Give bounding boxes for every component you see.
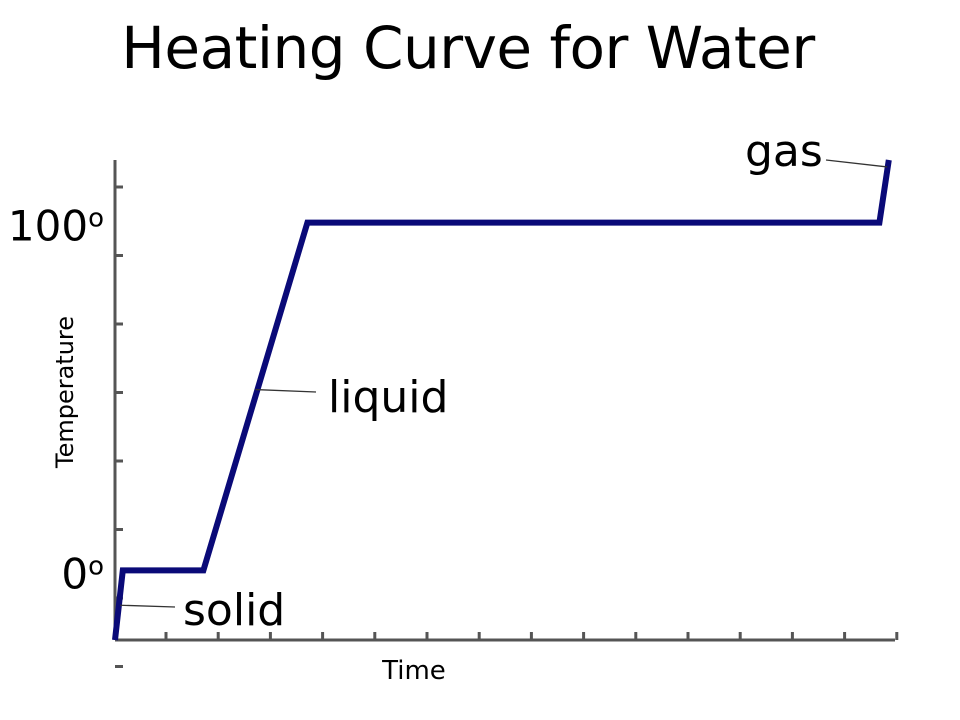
annotation-leader-solid bbox=[120, 604, 176, 608]
annotation-layer bbox=[120, 159, 888, 608]
annotation-leader-liquid bbox=[255, 388, 317, 393]
y-tick-label: 100o bbox=[8, 202, 104, 251]
annotation-liquid: liquid bbox=[328, 372, 448, 423]
annotation-solid: solid bbox=[183, 585, 285, 636]
annotation-gas: gas bbox=[745, 126, 823, 177]
y-tick-label: 0o bbox=[61, 549, 104, 598]
series-layer bbox=[112, 159, 892, 641]
y-axis-label: Temperature bbox=[51, 316, 79, 469]
x-axis-label: Time bbox=[381, 656, 446, 686]
heating-curve-line bbox=[112, 159, 892, 641]
axes bbox=[113, 160, 899, 668]
chart-title: Heating Curve for Water bbox=[121, 14, 815, 82]
label-layer: 100o 0o Temperature Time solid liquid gas bbox=[8, 126, 823, 686]
annotation-leader-gas bbox=[825, 159, 888, 168]
